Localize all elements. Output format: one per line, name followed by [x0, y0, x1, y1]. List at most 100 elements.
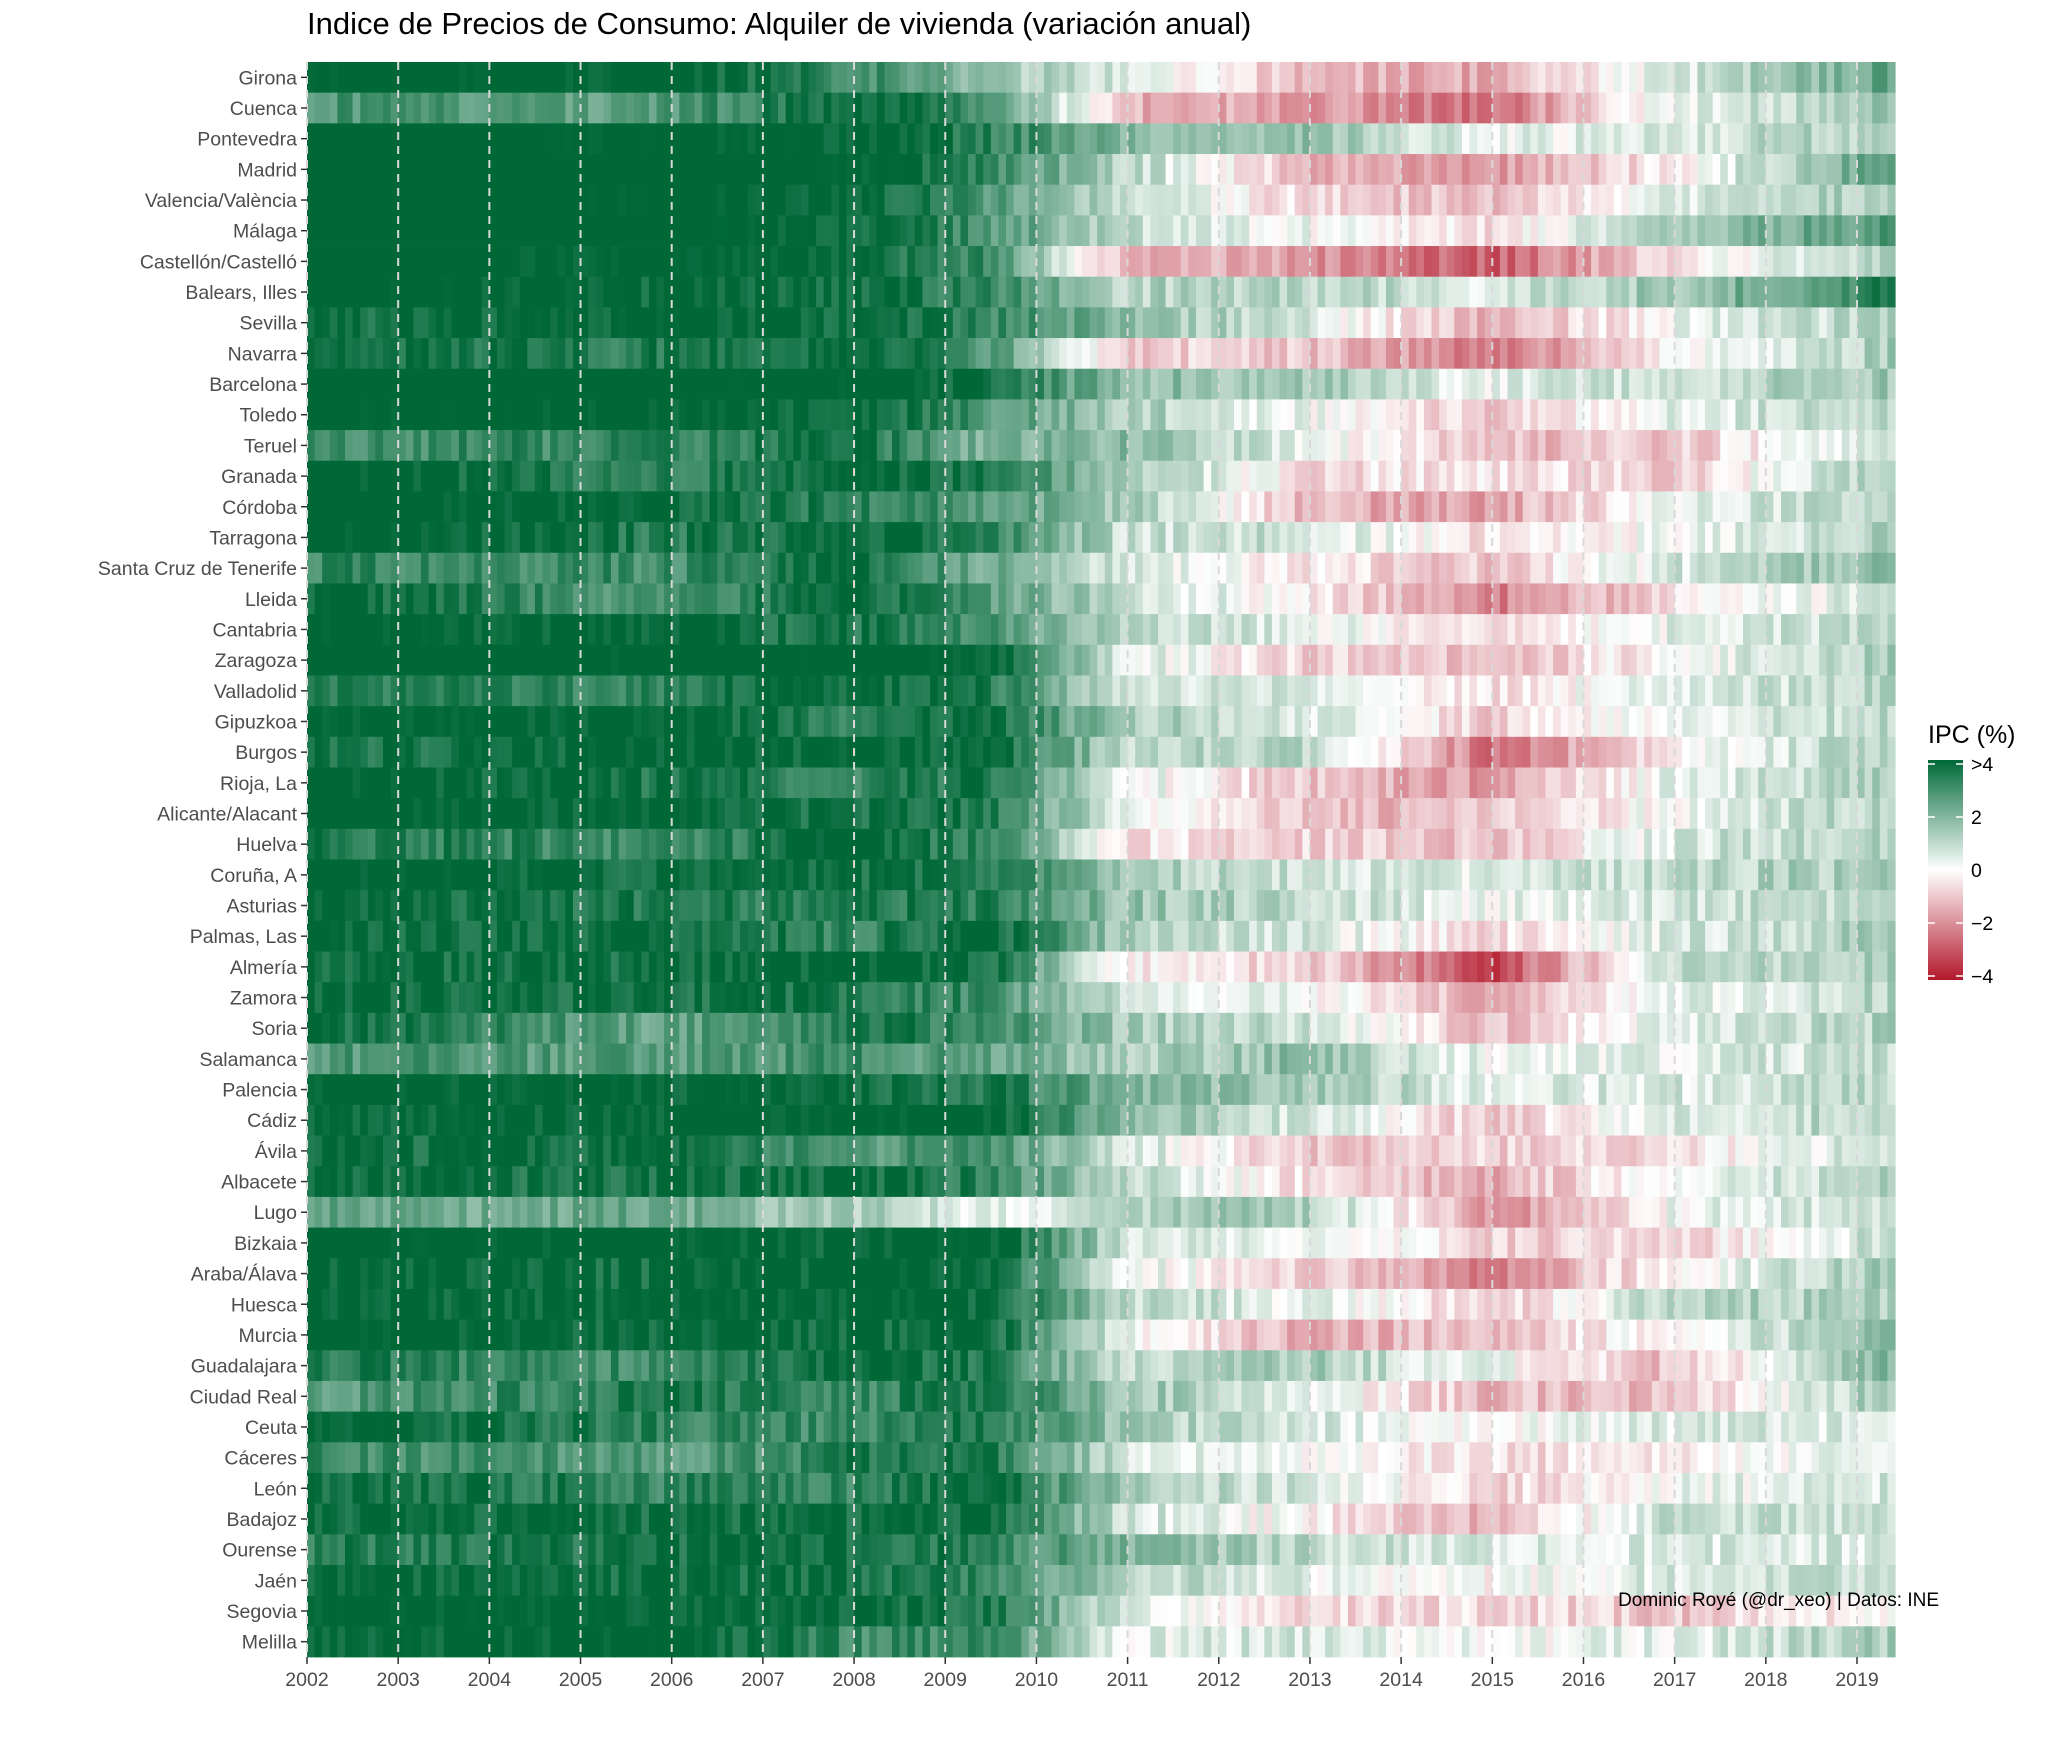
heatmap-cell: [489, 276, 498, 308]
heatmap-cell: [557, 767, 566, 799]
heatmap-cell: [390, 736, 399, 768]
heatmap-cell: [390, 767, 399, 799]
heatmap-cell: [892, 246, 901, 278]
heatmap-cell: [1036, 675, 1045, 707]
heatmap-cell: [580, 92, 589, 124]
heatmap-cell: [1332, 154, 1341, 186]
heatmap-cell: [1583, 736, 1592, 768]
heatmap-cell: [527, 552, 536, 584]
heatmap-cell: [1879, 368, 1888, 400]
heatmap-cell: [1758, 62, 1767, 94]
heatmap-cell: [1218, 154, 1227, 186]
heatmap-cell: [565, 368, 574, 400]
heatmap-cell: [694, 552, 703, 584]
heatmap-cell: [428, 430, 437, 462]
heatmap-cell: [633, 62, 642, 94]
heatmap-cell: [656, 522, 665, 554]
heatmap-cell: [1074, 614, 1083, 646]
heatmap-cell: [869, 522, 878, 554]
heatmap-cell: [1872, 736, 1881, 768]
heatmap-cell: [1492, 123, 1501, 155]
heatmap-cell: [329, 399, 338, 431]
heatmap-cell: [755, 215, 764, 247]
heatmap-cell: [527, 583, 536, 615]
heatmap-cell: [1841, 706, 1851, 738]
heatmap-cell: [1788, 491, 1797, 523]
heatmap-cell: [1864, 338, 1873, 370]
heatmap-cell: [1074, 246, 1083, 278]
heatmap-cell: [686, 675, 696, 707]
heatmap-cell: [1803, 491, 1813, 523]
heatmap-cell: [420, 62, 430, 94]
heatmap-cell: [1454, 399, 1463, 431]
heatmap-cell: [861, 368, 870, 400]
heatmap-cell: [1598, 154, 1607, 186]
heatmap-cell: [1279, 399, 1288, 431]
heatmap-cell: [694, 706, 703, 738]
heatmap-cell: [1834, 736, 1843, 768]
heatmap-cell: [1499, 276, 1509, 308]
heatmap-cell: [1469, 154, 1478, 186]
heatmap-cell: [1651, 368, 1661, 400]
heatmap-cell: [1864, 246, 1873, 278]
heatmap-cell: [534, 491, 544, 523]
heatmap-cell: [1112, 123, 1121, 155]
heatmap-cell: [443, 614, 452, 646]
heatmap-cell: [1127, 430, 1136, 462]
heatmap-cell: [1370, 430, 1379, 462]
heatmap-cell: [1720, 736, 1729, 768]
heatmap-cell: [1507, 92, 1516, 124]
heatmap-cell: [512, 583, 521, 615]
heatmap-cell: [724, 767, 734, 799]
heatmap-cell: [724, 307, 734, 339]
heatmap-cell: [1651, 706, 1661, 738]
heatmap-cell: [344, 706, 354, 738]
heatmap-cell: [1492, 184, 1501, 216]
heatmap-cell: [838, 215, 848, 247]
heatmap-cell: [907, 430, 916, 462]
heatmap-cell: [382, 675, 392, 707]
heatmap-cell: [1028, 736, 1038, 768]
heatmap-cell: [580, 552, 589, 584]
heatmap-cell: [534, 767, 544, 799]
heatmap-cell: [876, 644, 886, 676]
heatmap-cell: [1613, 62, 1623, 94]
heatmap-cell: [838, 583, 848, 615]
heatmap-cell: [1355, 307, 1364, 339]
heatmap-cell: [451, 460, 460, 492]
heatmap-cell: [451, 215, 460, 247]
heatmap-cell: [664, 552, 673, 584]
heatmap-cell: [1682, 614, 1691, 646]
heatmap-cell: [390, 614, 399, 646]
heatmap-cell: [443, 460, 452, 492]
heatmap-cell: [489, 736, 498, 768]
heatmap-cell: [823, 154, 832, 186]
heatmap-cell: [1819, 184, 1828, 216]
heatmap-cell: [1568, 92, 1577, 124]
heatmap-cell: [1621, 62, 1630, 94]
heatmap-cell: [1499, 583, 1509, 615]
heatmap-cell: [1781, 123, 1790, 155]
heatmap-cell: [800, 215, 810, 247]
heatmap-cell: [1735, 583, 1744, 615]
heatmap-cell: [1545, 276, 1554, 308]
heatmap-cell: [1583, 184, 1592, 216]
heatmap-cell: [626, 399, 635, 431]
heatmap-cell: [808, 92, 817, 124]
heatmap-cell: [1271, 430, 1281, 462]
heatmap-cell: [922, 368, 931, 400]
heatmap-cell: [1021, 123, 1030, 155]
heatmap-cell: [664, 767, 673, 799]
heatmap-cell: [1439, 399, 1448, 431]
heatmap-cell: [1142, 276, 1151, 308]
heatmap-cell: [648, 430, 658, 462]
heatmap-cell: [641, 460, 650, 492]
heatmap-cell: [1165, 583, 1174, 615]
heatmap-cell: [413, 491, 422, 523]
heatmap-cell: [428, 767, 437, 799]
heatmap-cell: [1416, 368, 1425, 400]
heatmap-cell: [458, 614, 468, 646]
heatmap-cell: [1545, 767, 1554, 799]
heatmap-cell: [527, 491, 536, 523]
heatmap-cell: [1477, 767, 1486, 799]
